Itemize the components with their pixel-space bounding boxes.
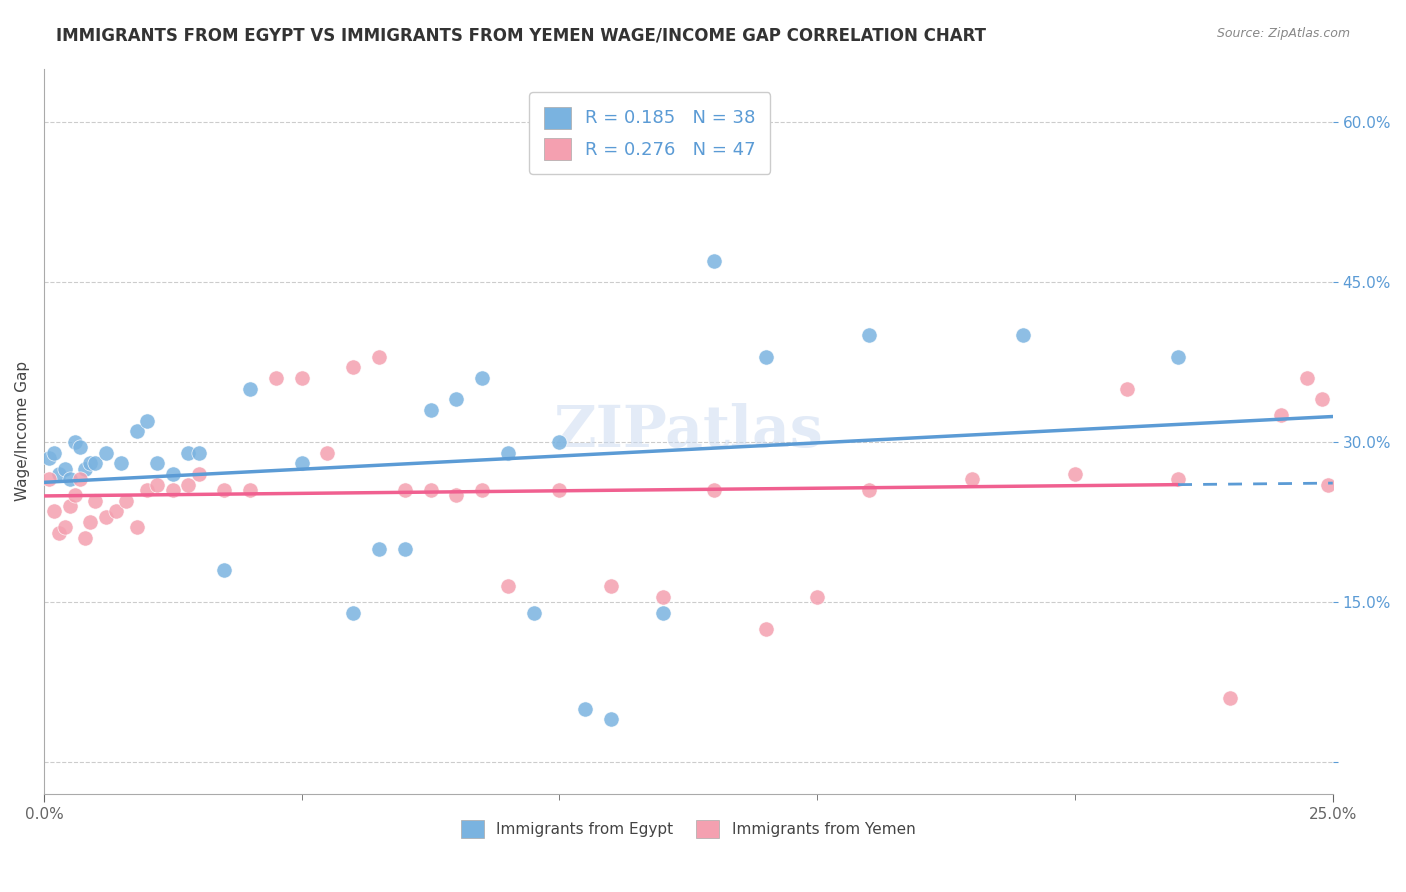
Point (146, 477, 169, 491)
Y-axis label: Wage/Income Gap: Wage/Income Gap (15, 361, 30, 501)
Point (600, 712, 623, 726)
Point (53, 461, 76, 475)
Point (471, 371, 494, 385)
Point (703, 483, 725, 497)
Point (419, 483, 441, 497)
Point (755, 622, 778, 636)
Point (44, 445, 66, 459)
Point (523, 606, 546, 620)
Point (419, 403, 441, 417)
Point (214, 483, 236, 497)
Point (69, 472, 91, 486)
Point (1115, 382, 1137, 396)
Point (146, 456, 169, 470)
Point (48, 525, 70, 540)
Point (38, 450, 60, 465)
Point (105, 504, 128, 518)
Point (446, 488, 468, 502)
Point (291, 371, 314, 385)
Point (239, 382, 262, 396)
Point (548, 434, 571, 449)
Point (136, 414, 159, 428)
Point (496, 445, 519, 459)
Point (48, 467, 70, 481)
Point (59, 499, 82, 513)
Point (63, 434, 86, 449)
Point (162, 467, 184, 481)
Point (177, 477, 200, 491)
Point (63, 488, 86, 502)
Point (368, 541, 391, 556)
Point (44, 504, 66, 518)
Point (53, 520, 76, 534)
Point (600, 579, 623, 593)
Point (342, 606, 364, 620)
Legend: Immigrants from Egypt, Immigrants from Yemen: Immigrants from Egypt, Immigrants from Y… (456, 814, 921, 845)
Point (94, 509, 117, 524)
Point (125, 424, 148, 438)
Point (162, 483, 184, 497)
Point (1167, 472, 1189, 486)
Point (291, 456, 314, 470)
Point (38, 472, 60, 486)
Point (446, 392, 468, 407)
Point (806, 590, 828, 604)
Point (264, 371, 287, 385)
Point (651, 606, 673, 620)
Point (548, 483, 571, 497)
Text: Source: ZipAtlas.com: Source: ZipAtlas.com (1216, 27, 1350, 40)
Point (84, 493, 107, 508)
Point (394, 541, 416, 556)
Point (110, 456, 132, 470)
Point (496, 579, 519, 593)
Point (394, 483, 416, 497)
Point (75, 531, 97, 545)
Point (755, 350, 778, 364)
Point (125, 520, 148, 534)
Point (69, 440, 91, 454)
Point (858, 483, 880, 497)
Point (1312, 392, 1334, 407)
Point (177, 445, 200, 459)
Point (651, 590, 673, 604)
Point (1219, 691, 1241, 706)
Point (1012, 328, 1035, 343)
Point (59, 472, 82, 486)
Point (115, 493, 138, 508)
Point (187, 467, 209, 481)
Point (1167, 350, 1189, 364)
Point (368, 350, 391, 364)
Point (79, 515, 101, 529)
Point (1316, 477, 1339, 491)
Point (214, 563, 236, 577)
Point (136, 483, 159, 497)
Text: IMMIGRANTS FROM EGYPT VS IMMIGRANTS FROM YEMEN WAGE/INCOME GAP CORRELATION CHART: IMMIGRANTS FROM EGYPT VS IMMIGRANTS FROM… (56, 27, 986, 45)
Point (79, 456, 101, 470)
Point (858, 328, 880, 343)
Point (703, 253, 725, 268)
Point (471, 483, 494, 497)
Point (1296, 371, 1319, 385)
Point (239, 483, 262, 497)
Point (960, 472, 983, 486)
Point (1270, 409, 1292, 423)
Point (1064, 467, 1087, 481)
Point (342, 360, 364, 375)
Text: ZIPatlas: ZIPatlas (554, 403, 823, 459)
Point (75, 461, 97, 475)
Point (574, 701, 596, 715)
Point (94, 445, 117, 459)
Point (84, 456, 107, 470)
Point (316, 445, 339, 459)
Point (187, 445, 209, 459)
